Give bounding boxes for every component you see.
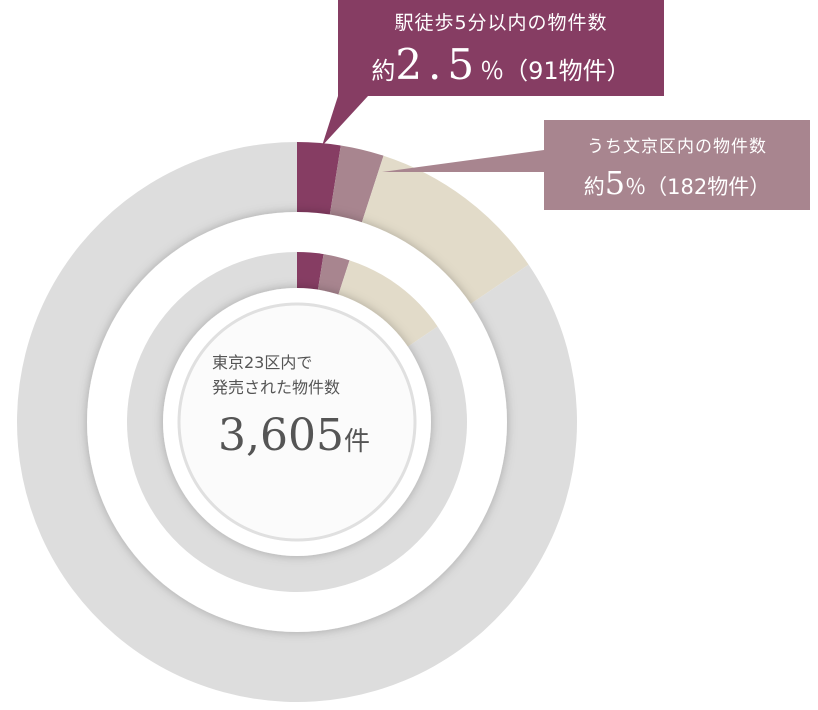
callout-station-walk-prefix: 約 xyxy=(371,57,396,85)
center-total: 3,605件 xyxy=(218,410,418,461)
center-label-line-2: 発売された物件数 xyxy=(212,378,341,397)
callout-bunkyo-unit: ％ xyxy=(625,175,647,199)
callout-station-walk-caption: 駅徒歩5分以内の物件数 xyxy=(394,12,608,34)
callout-2-pointer xyxy=(382,150,544,172)
callout-station-walk-value: 約2.5％（91物件） xyxy=(338,40,664,89)
callout-bunkyo-value: 約5％（182物件） xyxy=(544,164,810,202)
callout-station-walk: 駅徒歩5分以内の物件数 約2.5％（91物件） xyxy=(338,0,664,96)
callout-station-walk-count: （91物件） xyxy=(504,57,631,85)
callout-bunkyo-count: （182物件） xyxy=(646,175,771,199)
callout-1-pointer xyxy=(322,96,368,146)
center-total-value: 3,605 xyxy=(218,410,344,461)
callout-bunkyo: うち文京区内の物件数 約5％（182物件） xyxy=(544,120,810,210)
center-label-line-1: 東京23区内で xyxy=(212,353,313,372)
callout-bunkyo-caption: うち文京区内の物件数 xyxy=(587,137,767,157)
callout-bunkyo-prefix: 約 xyxy=(583,175,605,199)
center-total-unit: 件 xyxy=(343,427,370,457)
center-disc xyxy=(177,302,417,542)
callout-station-walk-unit: ％ xyxy=(480,57,505,85)
center-label: 東京23区内で 発売された物件数 xyxy=(212,350,392,400)
callout-bunkyo-percent: 5 xyxy=(604,164,626,202)
callout-station-walk-percent: 2.5 xyxy=(395,40,481,89)
